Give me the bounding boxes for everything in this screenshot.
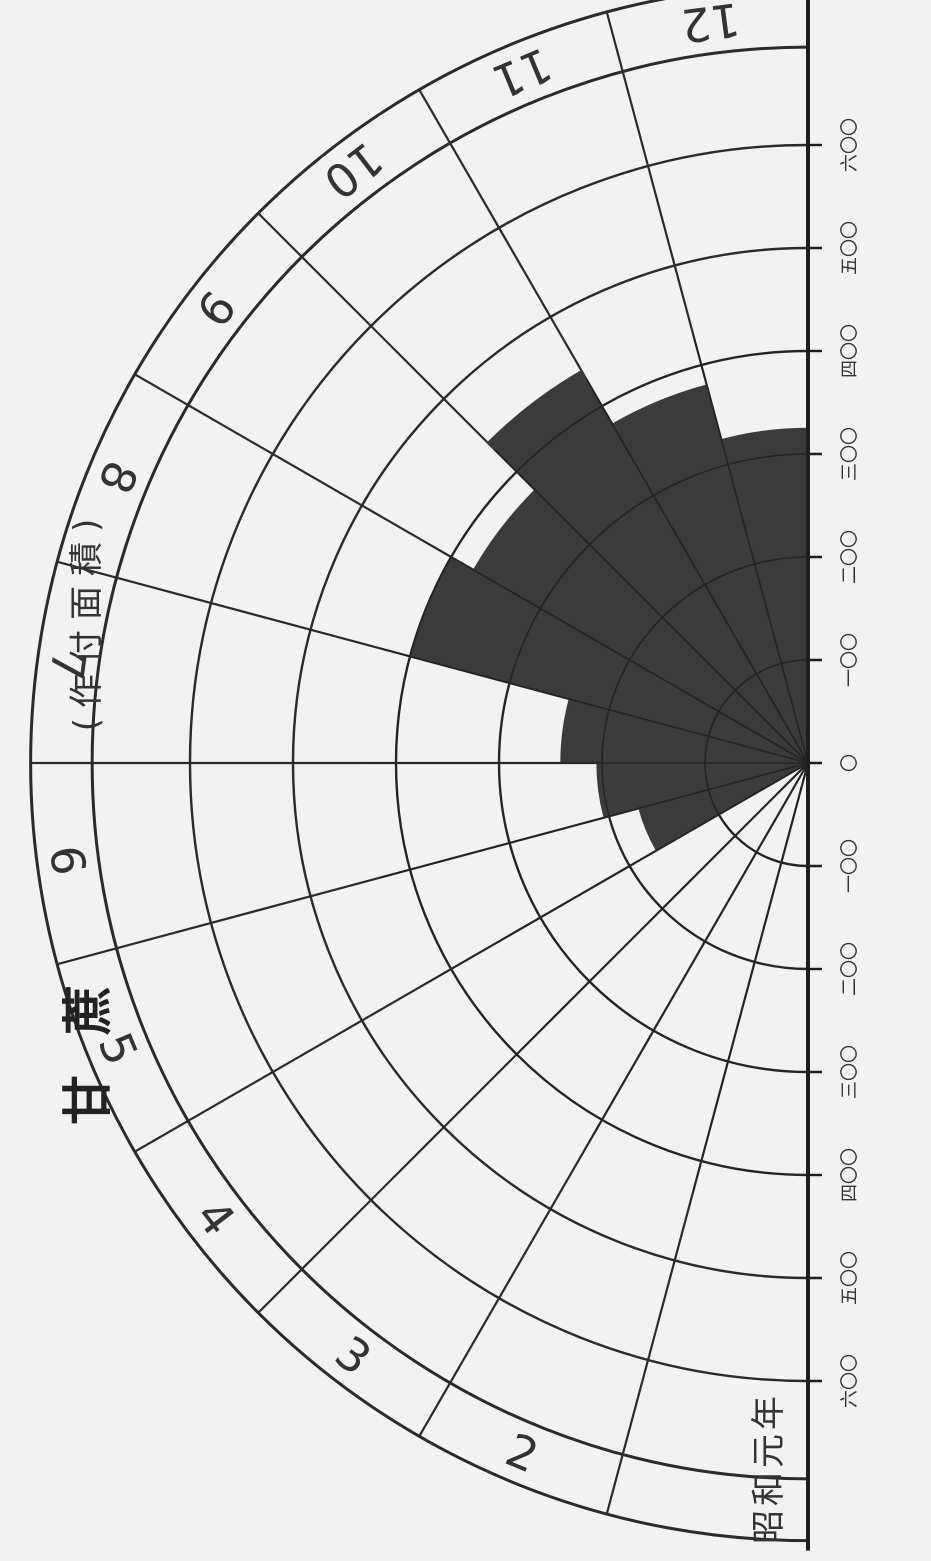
category-label-6: 6: [39, 842, 96, 878]
radial-tick-label: 四〇〇: [840, 324, 861, 378]
category-label-11: 11: [485, 37, 560, 109]
category-label-7: 7: [39, 647, 96, 683]
category-label-8: 8: [88, 453, 149, 501]
bar-sector-10: [486, 369, 809, 764]
radial-tick-label: 一〇〇: [840, 633, 861, 687]
radial-tick-label: 四〇〇: [840, 1148, 861, 1202]
radial-tick-label: 三〇〇: [840, 1045, 861, 1099]
inner-grid-spoke: [692, 334, 809, 764]
chart-title-main: 甘蔗: [59, 945, 117, 1125]
category-label-4: 4: [185, 1190, 246, 1246]
radial-tick-label: 二〇〇: [840, 942, 861, 996]
inner-grid-spoke: [585, 762, 809, 1147]
inner-grid-spoke: [379, 647, 809, 764]
label-layer: 23456789101112六〇〇五〇〇四〇〇三〇〇二〇〇一〇〇〇一〇〇二〇〇三…: [39, 0, 861, 1551]
inner-grid-spoke: [585, 379, 809, 764]
category-label-9: 9: [185, 280, 246, 336]
radial-tick-label: 二〇〇: [840, 530, 861, 584]
category-label-3: 3: [325, 1325, 381, 1386]
category-label-2: 2: [498, 1422, 546, 1483]
category-label-10: 10: [314, 131, 393, 209]
radial-tick-label: 五〇〇: [840, 1251, 861, 1305]
inner-grid-spoke: [379, 762, 809, 879]
inner-grid-spoke: [494, 449, 809, 764]
inner-grid-spoke: [424, 762, 809, 986]
radial-tick-label: 五〇〇: [840, 221, 861, 275]
radial-tick-label: 六〇〇: [840, 1354, 861, 1408]
radial-tick-label: 六〇〇: [840, 118, 861, 172]
inner-grid-spoke: [692, 762, 809, 1192]
inner-grid-spoke: [424, 540, 809, 764]
inner-grid-spoke: [494, 762, 809, 1077]
chart-title-sub: (作付面積): [67, 509, 107, 732]
radial-tick-label: 一〇〇: [840, 839, 861, 893]
era-label: 昭和元年: [749, 1392, 789, 1544]
radial-tick-label: 〇: [840, 754, 861, 772]
radial-tick-label: 三〇〇: [840, 427, 861, 481]
inner-grid-layer: [365, 334, 809, 1192]
category-label-12: 12: [678, 0, 743, 53]
